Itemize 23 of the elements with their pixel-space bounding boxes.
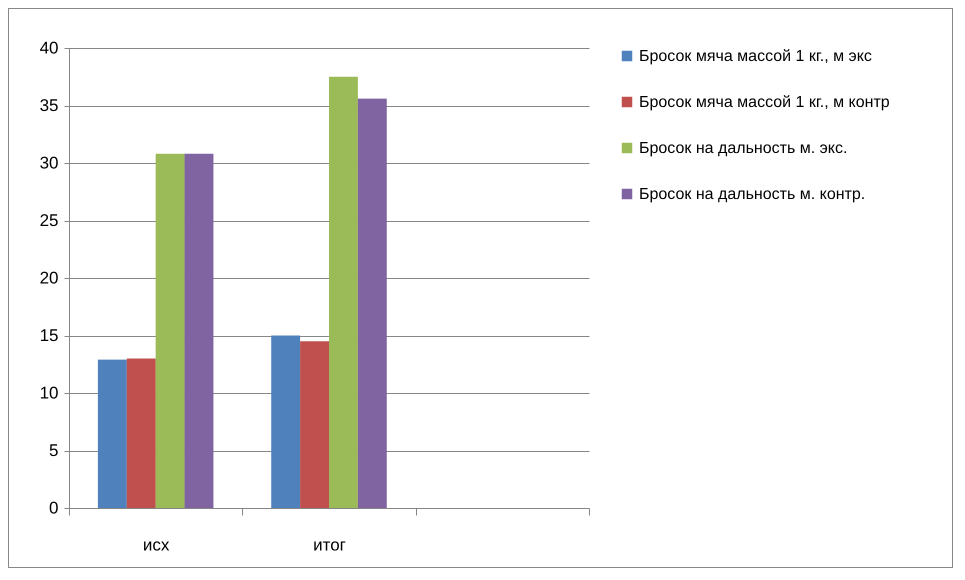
bar: [358, 98, 387, 508]
bar: [329, 76, 358, 508]
y-tick-label: 30: [40, 154, 58, 172]
y-tick-label: 40: [40, 38, 58, 58]
bar: [98, 360, 127, 508]
bar: [271, 336, 300, 508]
legend-label: Бросок на дальность м. экс.: [639, 140, 848, 157]
y-tick-label: 35: [40, 96, 58, 115]
bar: [126, 358, 156, 508]
x-tick-label: итог: [313, 536, 346, 554]
legend-label: Бросок мяча массой 1 кг., м экс: [639, 48, 872, 65]
y-tick-label: 5: [49, 441, 58, 460]
y-tick-label: 20: [40, 268, 58, 288]
x-tick-label: исх: [142, 536, 170, 554]
legend-label: Бросок мяча массой 1 кг., м контр: [639, 94, 890, 111]
y-tick-label: 0: [49, 498, 58, 518]
bar: [300, 341, 329, 508]
bar: [156, 154, 185, 508]
y-tick-label: 25: [40, 211, 58, 230]
y-tick-label: 15: [40, 326, 58, 345]
legend-label: Бросок на дальность м. контр.: [639, 186, 866, 203]
y-tick-label: 10: [40, 384, 58, 402]
bar: [184, 154, 214, 508]
